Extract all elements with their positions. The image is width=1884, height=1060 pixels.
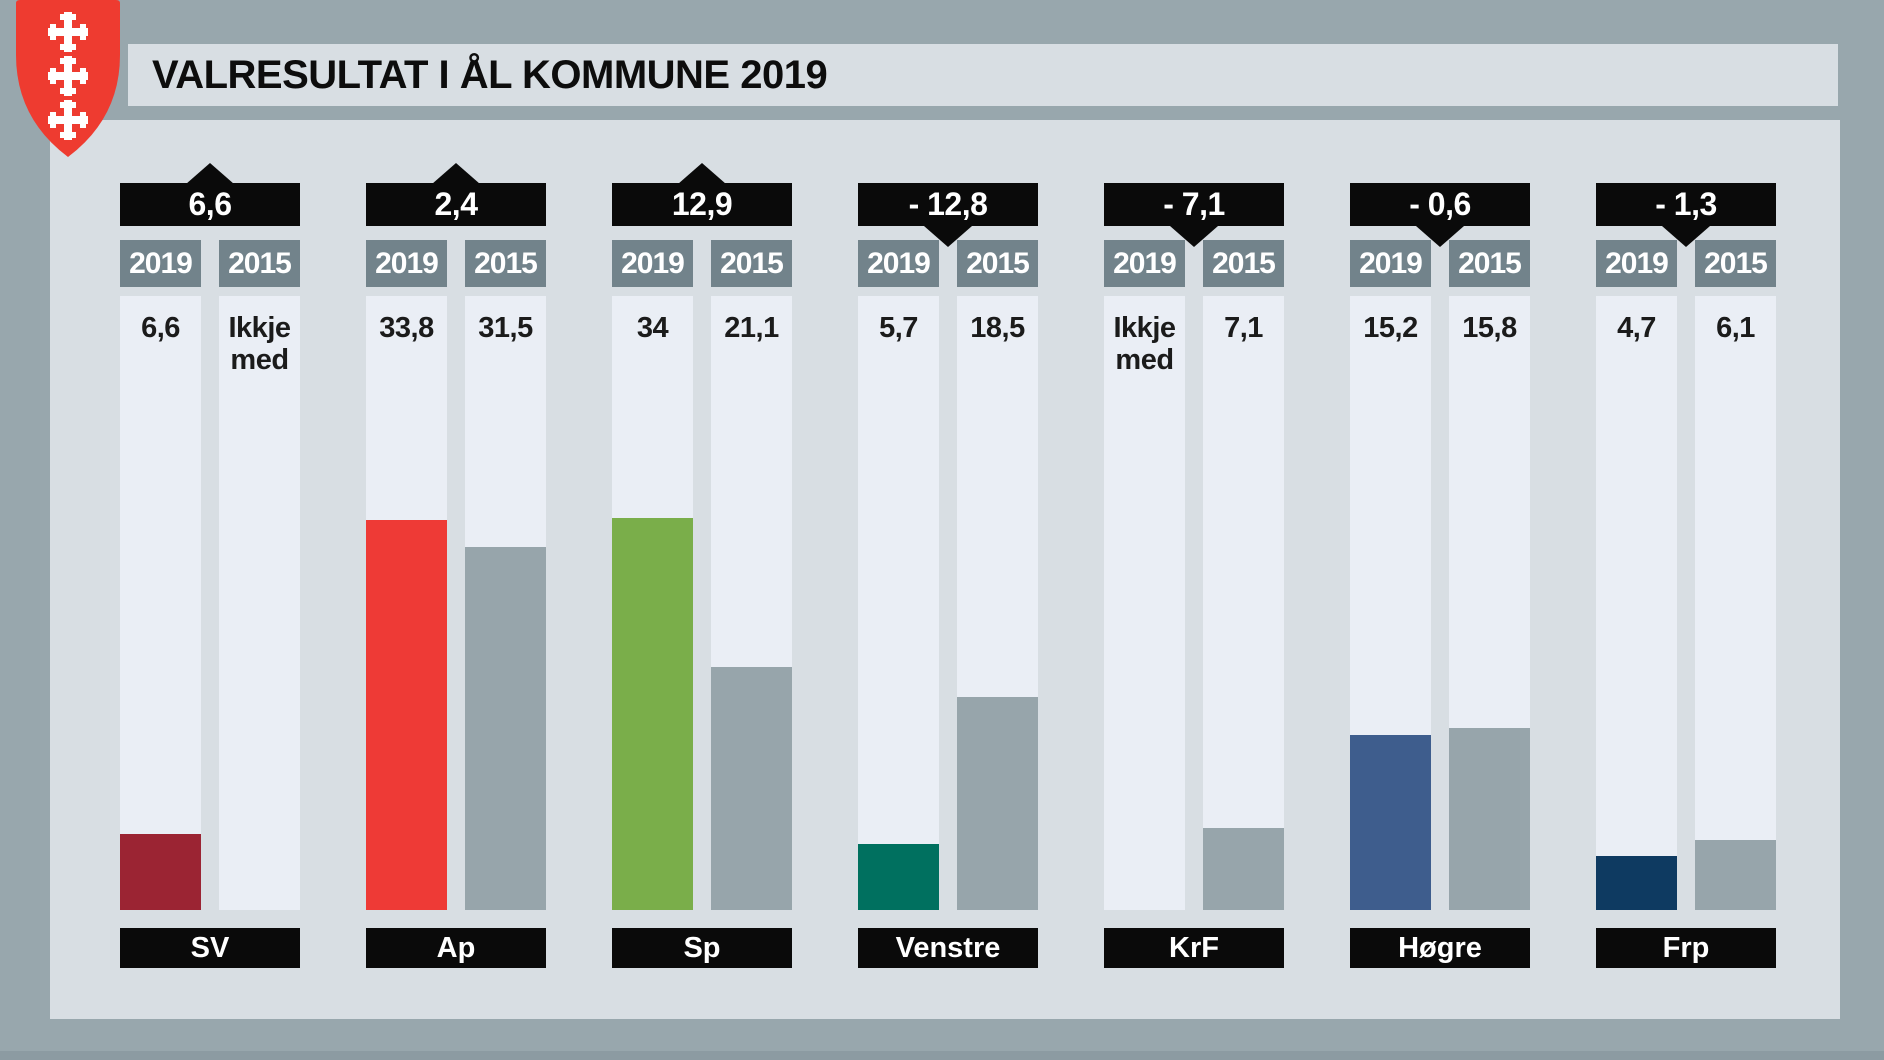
party-name-badge: SV <box>120 928 300 968</box>
title-band: VALRESULTAT I ÅL KOMMUNE 2019 <box>128 44 1838 106</box>
value-label-2019: 34 <box>636 312 669 344</box>
column-2015: Ikkje med <box>219 296 300 910</box>
party-group: - 7,1 2019 Ikkje med 2015 7,1 KrF <box>1104 120 1284 1019</box>
value-label-2015: 7,1 <box>1224 312 1263 344</box>
year-badge-2015: 2015 <box>1203 240 1284 287</box>
value-label-2019: 15,2 <box>1363 312 1418 344</box>
party-name-badge: Venstre <box>858 928 1038 968</box>
bar-2019 <box>366 520 447 910</box>
change-badge: 12,9 <box>612 163 792 226</box>
value-label-2015: 15,8 <box>1462 312 1517 344</box>
party-group: 2,4 2019 33,8 2015 31,5 Ap <box>366 120 546 1019</box>
bar-2019 <box>858 844 939 910</box>
change-arrow-up-icon <box>432 163 480 184</box>
column-2019: 4,7 <box>1596 296 1677 910</box>
party-group: - 1,3 2019 4,7 2015 6,1 Frp <box>1596 120 1776 1019</box>
change-badge: 6,6 <box>120 163 300 226</box>
year-badge-2019: 2019 <box>858 240 939 287</box>
column-2019: 5,7 <box>858 296 939 910</box>
change-badge: - 7,1 <box>1104 183 1284 247</box>
party-group: 6,6 2019 6,6 2015 Ikkje med SV <box>120 120 300 1019</box>
value-label-2015: 21,1 <box>724 312 779 344</box>
value-label-2019: 33,8 <box>379 312 434 344</box>
column-2019: Ikkje med <box>1104 296 1185 910</box>
year-badge-2015: 2015 <box>711 240 792 287</box>
year-badge-2015: 2015 <box>957 240 1038 287</box>
party-name-badge: Høgre <box>1350 928 1530 968</box>
party-name-badge: KrF <box>1104 928 1284 968</box>
change-arrow-up-icon <box>186 163 234 184</box>
party-group: - 12,8 2019 5,7 2015 18,5 Venstre <box>858 120 1038 1019</box>
party-name-badge: Ap <box>366 928 546 968</box>
party-name-badge: Frp <box>1596 928 1776 968</box>
value-label-2015: 31,5 <box>478 312 533 344</box>
year-badge-2015: 2015 <box>1449 240 1530 287</box>
aal-kommune-coat-of-arms-logo <box>16 0 120 157</box>
year-badge-2019: 2019 <box>1596 240 1677 287</box>
party-group: - 0,6 2019 15,2 2015 15,8 Høgre <box>1350 120 1530 1019</box>
bar-2015 <box>957 697 1038 910</box>
year-badge-2019: 2019 <box>1104 240 1185 287</box>
column-2019: 33,8 <box>366 296 447 910</box>
year-badge-2019: 2019 <box>612 240 693 287</box>
year-badge-2015: 2015 <box>219 240 300 287</box>
change-badge: 2,4 <box>366 163 546 226</box>
bar-2015 <box>1695 840 1776 910</box>
column-2015: 7,1 <box>1203 296 1284 910</box>
bar-2015 <box>465 547 546 910</box>
bottom-strip <box>0 1051 1884 1060</box>
change-badge: - 12,8 <box>858 183 1038 247</box>
column-2015: 15,8 <box>1449 296 1530 910</box>
party-name-badge: Sp <box>612 928 792 968</box>
year-badge-2015: 2015 <box>1695 240 1776 287</box>
party-group: 12,9 2019 34 2015 21,1 Sp <box>612 120 792 1019</box>
bar-2019 <box>1596 856 1677 910</box>
value-label-2019: Ikkje med <box>1113 312 1177 377</box>
value-label-2019: 6,6 <box>141 312 180 344</box>
column-2019: 6,6 <box>120 296 201 910</box>
change-badge: - 1,3 <box>1596 183 1776 247</box>
column-2019: 15,2 <box>1350 296 1431 910</box>
year-badge-2019: 2019 <box>120 240 201 287</box>
page-title: VALRESULTAT I ÅL KOMMUNE 2019 <box>152 52 828 97</box>
column-2015: 18,5 <box>957 296 1038 910</box>
value-label-2019: 4,7 <box>1617 312 1656 344</box>
year-badge-2019: 2019 <box>366 240 447 287</box>
bar-2015 <box>711 667 792 910</box>
value-label-2015: 6,1 <box>1716 312 1755 344</box>
bar-2019 <box>1350 735 1431 910</box>
value-label-2015: Ikkje med <box>228 312 292 377</box>
column-2015: 6,1 <box>1695 296 1776 910</box>
column-2019: 34 <box>612 296 693 910</box>
year-badge-2015: 2015 <box>465 240 546 287</box>
chart-panel <box>50 120 1840 1019</box>
value-label-2019: 5,7 <box>879 312 918 344</box>
bar-2015 <box>1449 728 1530 910</box>
bar-2019 <box>612 518 693 910</box>
change-arrow-up-icon <box>678 163 726 184</box>
bar-2019 <box>120 834 201 910</box>
change-badge: - 0,6 <box>1350 183 1530 247</box>
year-badge-2019: 2019 <box>1350 240 1431 287</box>
column-2015: 21,1 <box>711 296 792 910</box>
bar-2015 <box>1203 828 1284 910</box>
value-label-2015: 18,5 <box>970 312 1025 344</box>
column-2015: 31,5 <box>465 296 546 910</box>
